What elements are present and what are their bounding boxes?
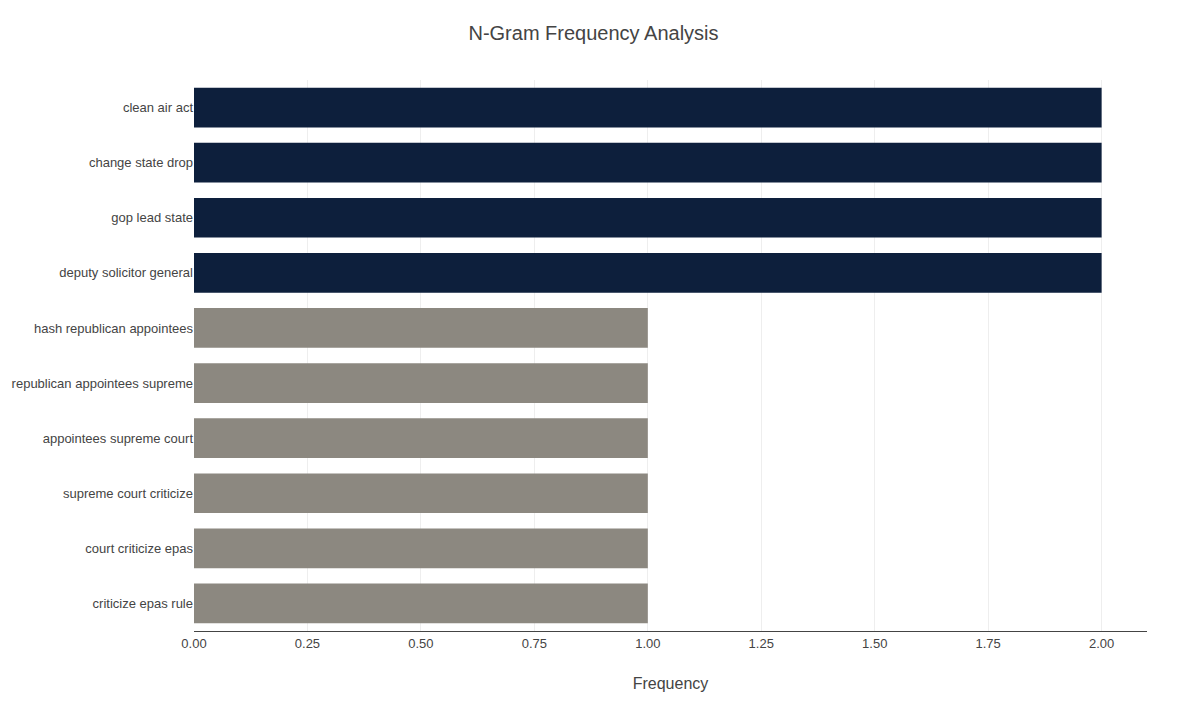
svg-text:criticize epas rule: criticize epas rule [93,596,193,611]
svg-text:2.00: 2.00 [1089,636,1114,651]
svg-text:0.00: 0.00 [181,636,206,651]
svg-text:0.25: 0.25 [295,636,320,651]
svg-text:court criticize epas: court criticize epas [85,541,193,556]
svg-text:1.75: 1.75 [976,636,1001,651]
svg-text:0.75: 0.75 [522,636,547,651]
svg-text:republican appointees supreme: republican appointees supreme [12,376,193,391]
svg-text:gop lead state: gop lead state [111,210,193,225]
svg-text:deputy solicitor general: deputy solicitor general [59,265,193,280]
svg-text:change state drop: change state drop [89,155,193,170]
svg-text:1.50: 1.50 [862,636,887,651]
svg-text:1.25: 1.25 [749,636,774,651]
svg-text:appointees supreme court: appointees supreme court [43,431,194,446]
svg-text:Frequency: Frequency [633,675,709,692]
svg-text:0.50: 0.50 [408,636,433,651]
svg-text:supreme court criticize: supreme court criticize [63,486,193,501]
svg-text:1.00: 1.00 [635,636,660,651]
svg-text:N-Gram Frequency Analysis: N-Gram Frequency Analysis [468,22,718,44]
svg-text:hash republican appointees: hash republican appointees [34,321,194,336]
svg-text:clean air act: clean air act [123,100,193,115]
